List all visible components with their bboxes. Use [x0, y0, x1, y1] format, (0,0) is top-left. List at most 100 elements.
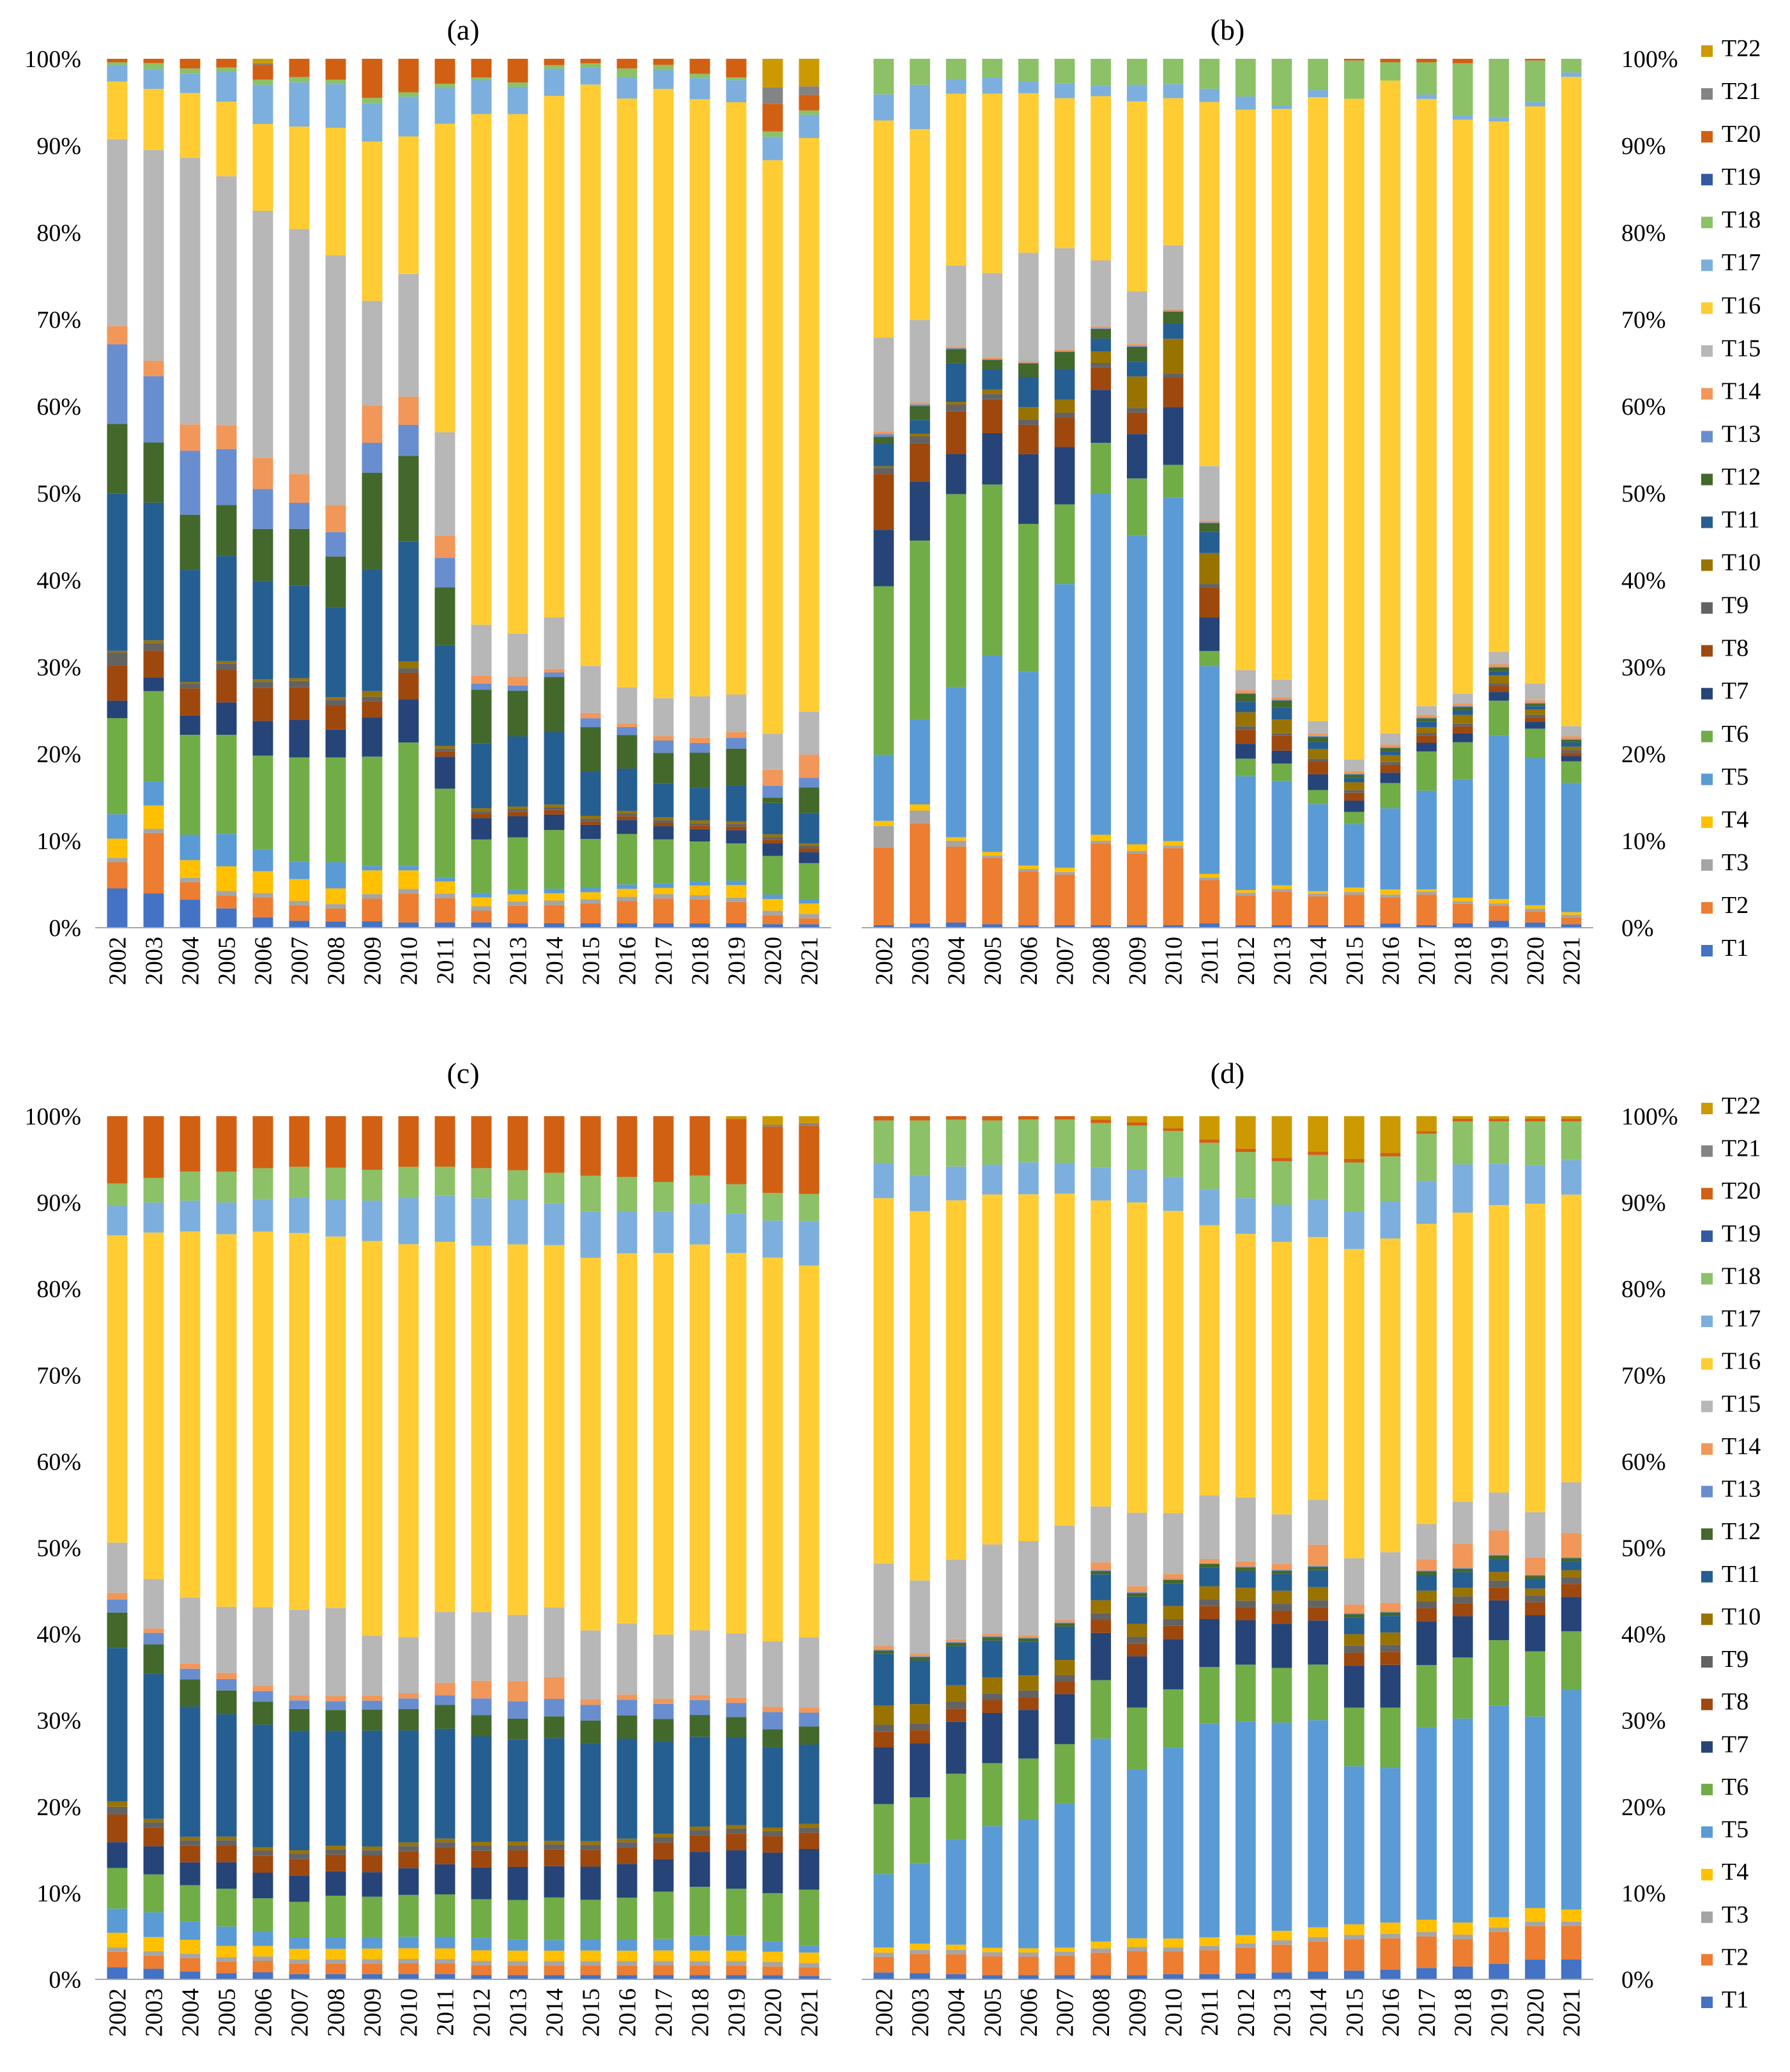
x-tick-label: 2019	[1486, 1988, 1513, 2037]
legend-swatch-t5	[1701, 773, 1713, 785]
bar-segment-t15	[616, 687, 638, 724]
bar-segment-t10	[1054, 1660, 1075, 1675]
bar-segment-t6	[544, 1897, 565, 1940]
bar-segment-t10	[1416, 1590, 1437, 1602]
bar-segment-t11	[1199, 532, 1220, 553]
bar-segment-t18	[398, 92, 419, 97]
bar-segment-t18	[362, 1169, 383, 1201]
legend-swatch-t14	[1701, 1443, 1713, 1455]
bar-segment-t11	[1163, 1583, 1184, 1606]
bar-segment-t7	[1090, 390, 1112, 443]
bar-segment-t16	[873, 1198, 894, 1563]
bar-segment-t14	[1235, 690, 1256, 693]
y-tick-label: 20%	[1621, 1794, 1666, 1821]
bar-segment-t14	[1199, 1558, 1220, 1563]
y-tick-label: 0%	[1621, 915, 1654, 942]
bar-segment-t10	[362, 691, 383, 697]
bar-segment-t5	[216, 1926, 237, 1946]
bar-segment-t16	[216, 1234, 237, 1607]
bar-segment-t18	[1090, 59, 1112, 86]
bar-segment-t3	[945, 840, 967, 847]
bar-segment-t11	[799, 813, 820, 843]
bar-segment-t9	[799, 1827, 820, 1833]
bar-segment-t11	[289, 1731, 310, 1851]
bar-segment-t2	[1561, 917, 1582, 925]
bar-segment-t7	[982, 433, 1003, 485]
bar-segment-t17	[216, 1202, 237, 1234]
bar-segment-t15	[471, 624, 492, 676]
bar-segment-t17	[180, 1201, 201, 1232]
bar-segment-t20	[653, 59, 674, 65]
bar-segment-t3	[910, 810, 930, 824]
bar-segment-t10	[653, 1834, 674, 1838]
bar-segment-t5	[1163, 1747, 1184, 1939]
bar-segment-t5	[471, 1938, 492, 1951]
bar-segment-t3	[1308, 893, 1328, 896]
bar-segment-t17	[1054, 1163, 1075, 1194]
bar-segment-t3	[1561, 1921, 1582, 1926]
y-tick-label: 40%	[36, 1622, 81, 1648]
bar-segment-t3	[544, 900, 565, 905]
bar-segment-t18	[1380, 62, 1401, 81]
legend-label-t20: T20	[1722, 1178, 1761, 1204]
x-tick-label: 2021	[797, 1988, 823, 2037]
bar-segment-t5	[1235, 776, 1256, 891]
bar-segment-t1	[1235, 925, 1256, 928]
bar-segment-t16	[180, 93, 201, 158]
bar-segment-t13	[1525, 1574, 1545, 1576]
bar-segment-t4	[1416, 889, 1437, 893]
bar-segment-t10	[726, 1825, 747, 1829]
bar-segment-t4	[799, 1953, 820, 1963]
bar-segment-t5	[1343, 1766, 1365, 1924]
bar-segment-t17	[762, 137, 783, 160]
bar-segment-t13	[107, 344, 128, 424]
bar-segment-t15	[107, 139, 128, 326]
bar-segment-t17	[1561, 1160, 1582, 1195]
bar-segment-t8	[653, 1842, 674, 1859]
bar-segment-t6	[1525, 1651, 1545, 1717]
bar-segment-t14	[1235, 1561, 1256, 1567]
bar-segment-t5	[1488, 1705, 1510, 1917]
bar-segment-t6	[1380, 1707, 1401, 1769]
bar-segment-t16	[325, 1236, 346, 1608]
bar-segment-t20	[398, 59, 419, 93]
bar-segment-t1	[799, 1976, 820, 1979]
bar-segment-t10	[653, 817, 674, 820]
bar-segment-t18	[726, 1184, 747, 1214]
bar-segment-t5	[471, 893, 492, 898]
bar-segment-t1	[1525, 1960, 1545, 1979]
bar-segment-t9	[1308, 1600, 1328, 1608]
bar-segment-t2	[1199, 880, 1220, 924]
bar-segment-t5	[1271, 781, 1292, 886]
bar-segment-t6	[1561, 761, 1582, 783]
bar-segment-t5	[1199, 1723, 1220, 1938]
bar-segment-t15	[653, 698, 674, 737]
bar-segment-t13	[180, 450, 201, 515]
bar-segment-t16	[1488, 121, 1510, 652]
bar-segment-t6	[1127, 1707, 1147, 1769]
bar-segment-t2	[945, 847, 967, 923]
bar-segment-t10	[1343, 782, 1365, 790]
bar-segment-t14	[107, 326, 128, 344]
bar-segment-t15	[1163, 245, 1184, 309]
legend-label-t1: T1	[1722, 935, 1748, 962]
bar-segment-t15	[1525, 1512, 1545, 1558]
y-tick-label: 60%	[1621, 1448, 1666, 1475]
bar-segment-t10	[544, 1841, 565, 1845]
bar-segment-t20	[1380, 1153, 1401, 1156]
y-tick-label: 90%	[1621, 1190, 1666, 1216]
bar-segment-t6	[726, 843, 747, 881]
legend-swatch-t5	[1701, 1826, 1713, 1838]
bar-segment-t13	[107, 1599, 128, 1613]
bar-segment-t12	[1271, 1570, 1292, 1574]
bar-segment-t1	[1488, 921, 1510, 928]
bar-segment-t8	[799, 1832, 820, 1849]
bar-segment-t12	[1018, 1638, 1039, 1642]
bar-segment-t12	[1452, 707, 1473, 710]
bar-segment-t12	[325, 556, 346, 608]
bar-segment-t4	[1018, 865, 1039, 870]
bar-segment-t1	[1163, 925, 1184, 928]
bar-segment-t8	[216, 1845, 237, 1862]
bar-segment-t15	[1380, 733, 1401, 745]
bar-segment-t10	[1235, 712, 1256, 726]
